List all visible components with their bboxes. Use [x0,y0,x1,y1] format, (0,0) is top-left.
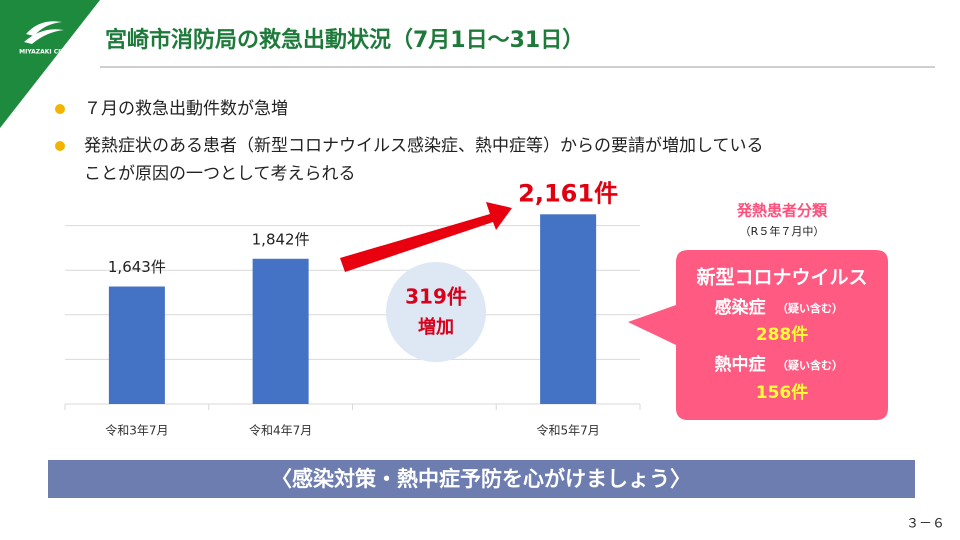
x-tick-label: 令和4年7月 [249,423,312,438]
fever-title: 発熱患者分類 [736,202,828,220]
bullet-text: 発熱症状のある患者（新型コロナウイルス感染症、熱中症等）からの要請が増加している [84,136,764,156]
value-label: 2,161件 [518,179,618,207]
page-number: ３－６ [906,517,945,532]
bar [252,258,309,404]
increase-amount: 319件 [405,285,467,309]
fever-period: （R５年７月中） [740,224,825,238]
covid-label: 新型コロナウイルス [696,266,867,289]
heat-count: 156件 [756,382,809,403]
x-tick-label: 令和3年7月 [105,423,168,438]
bullet-dot [55,104,65,114]
bullet-text: ７月の救急出動件数が急増 [84,99,288,119]
banner [48,460,915,498]
increase-circle [386,262,486,362]
logo-text: MIYAZAKI CITY [19,49,69,56]
covid-count: 288件 [756,324,809,345]
bar-chart: 令和3年7月 令和4年7月 令和5年7月 1,643件 1,842件 2,161件 [64,179,641,438]
logo-mark [24,21,64,44]
x-tick-label: 令和5年7月 [536,423,599,438]
fever-box [628,250,888,420]
banner-text: 〈感染対策・熱中症予防を心がけましょう〉 [271,467,691,491]
covid-label: 感染症 [715,297,766,318]
heat-label: 熱中症 [715,354,766,375]
bar [540,214,597,404]
increase-label: 増加 [418,316,454,338]
value-label: 1,643件 [108,258,166,276]
value-label: 1,842件 [252,230,310,248]
bullet-text: ことが原因の一つとして考えられる [84,164,356,184]
bar [108,286,165,404]
slide-title: 宮崎市消防局の救急出動状況（7月1日～31日） [105,27,584,53]
increase-arrow [340,202,512,272]
heat-note: （疑い含む） [777,358,843,372]
corner-triangle [0,0,100,128]
covid-note: （疑い含む） [777,301,843,315]
bullet-dot [55,141,65,151]
